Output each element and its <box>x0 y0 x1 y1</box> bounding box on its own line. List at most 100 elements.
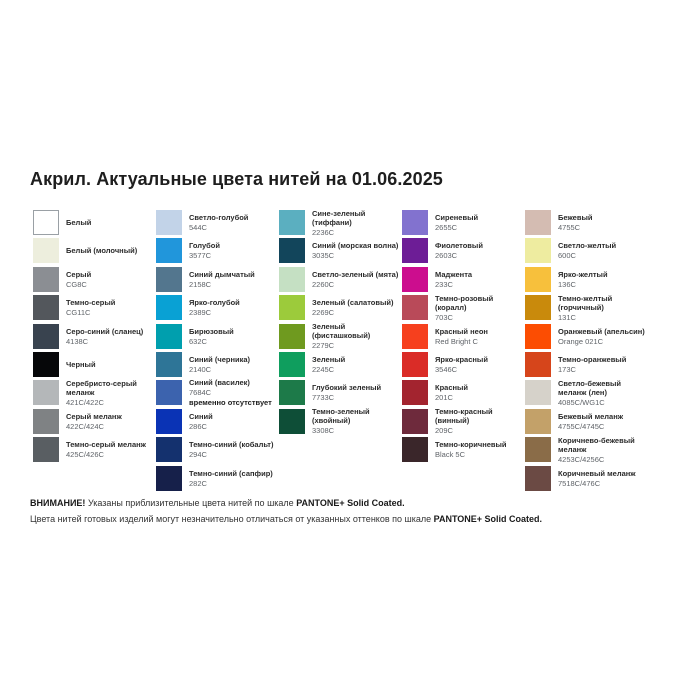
swatch-labels: Серебристо-серый меланж 421C/422C <box>66 379 156 407</box>
swatch-row: Светло-голубой 544C <box>156 210 279 235</box>
swatch-row: Темно-розовый (коралл) 703C <box>402 293 525 322</box>
color-swatch <box>156 437 182 463</box>
pantone-code: 2140C <box>189 364 212 374</box>
swatch-row: Серо-синий (сланец) 4138C <box>33 323 156 349</box>
pantone-code: 600C <box>558 251 576 261</box>
swatch-row: Темно-синий (кобальт) 294C <box>156 437 279 463</box>
swatch-labels: Светло-желтый 600C <box>558 241 648 260</box>
pantone-code: 201C <box>435 393 453 403</box>
color-name: Бирюзовый <box>189 326 234 336</box>
color-swatch <box>279 408 305 434</box>
color-name: Светло-голубой <box>189 213 249 222</box>
color-swatch <box>279 295 305 321</box>
color-swatch <box>279 351 305 377</box>
color-name: Синий (василек) <box>189 378 250 388</box>
swatch-row: Серый CG8C <box>33 266 156 292</box>
swatch-row: Сине-зеленый (тиффани) 2236C <box>279 209 402 237</box>
swatch-row: Серебристо-серый меланж 421C/422C <box>33 379 156 407</box>
swatch-labels: Синий дымчатый 2158C <box>189 270 279 289</box>
color-name: Темно-желтый (горчичный) <box>558 293 613 312</box>
color-swatch <box>402 380 428 406</box>
pantone-code: 131C <box>558 312 576 322</box>
color-swatch <box>156 465 182 491</box>
swatch-labels: Светло-бежевый меланж (лен) 4085C/WG1C <box>558 379 648 407</box>
color-name: Темно-розовый (коралл) <box>435 293 494 312</box>
pantone-code: Red Bright C <box>435 336 478 346</box>
swatch-labels: Серо-синий (сланец) 4138C <box>66 327 156 346</box>
swatch-row: Бежевый 4755C <box>525 210 648 235</box>
swatch-labels: Темно-серый CG11C <box>66 298 156 317</box>
swatch-labels: Синий (черника) 2140C <box>189 355 279 374</box>
color-swatch <box>33 210 59 235</box>
pantone-code: CG11C <box>66 308 91 318</box>
pantone-code: 3546C <box>435 364 458 374</box>
pantone-code: 209C <box>435 426 453 436</box>
pantone-label-2: PANTONE+ Solid Coated. <box>433 513 543 524</box>
color-name: Оранжевый (апельсин) <box>558 326 645 336</box>
swatch-row: Светло-зеленый (мята) 2260C <box>279 266 402 292</box>
color-swatch <box>33 266 59 292</box>
swatch-row: Синий (черника) 2140C <box>156 351 279 377</box>
swatch-labels: Серый CG8C <box>66 270 156 289</box>
swatch-row: Синий (морская волна) 3035C <box>279 238 402 264</box>
color-name: Темно-серый меланж <box>66 440 146 450</box>
swatch-labels: Темно-коричневый Black 5C <box>435 440 525 459</box>
swatch-row: Темно-синий (сапфир) 282C <box>156 465 279 491</box>
swatch-row: Коричневый меланж 7518C/476C <box>525 465 648 491</box>
swatch-column-5: Бежевый 4755C Светло-желтый 600C Ярко-желтый… <box>525 210 648 491</box>
color-swatch <box>33 351 59 377</box>
color-name: Сине-зеленый (тиффани) <box>312 208 366 227</box>
swatch-column-3: Сине-зеленый (тиффани) 2236C Синий (морска… <box>279 209 402 491</box>
color-name: Темно-зеленый (хвойный) <box>312 407 370 426</box>
swatch-labels: Бежевый 4755C <box>558 213 648 232</box>
swatch-row: Темно-коричневый Black 5C <box>402 437 525 463</box>
pantone-code: 4085C/WG1C <box>558 397 605 407</box>
swatch-row: Темно-серый меланж 425C/426C <box>33 437 156 463</box>
color-name: Синий дымчатый <box>189 269 255 279</box>
swatch-labels: Голубой 3577C <box>189 241 279 260</box>
color-swatch <box>279 238 305 264</box>
swatch-labels: Ярко-красный 3546C <box>435 355 525 374</box>
swatch-row: Красный неон Red Bright C <box>402 323 525 349</box>
color-swatch <box>156 238 182 264</box>
pantone-code: 4755C/4745C <box>558 421 605 431</box>
color-name: Бежевый <box>558 213 593 222</box>
color-name: Голубой <box>189 241 220 251</box>
swatch-row: Бежевый меланж 4755C/4745C <box>525 408 648 434</box>
pantone-code: 2655C <box>435 223 458 232</box>
color-name: Коричневый меланж <box>558 468 636 478</box>
footer-line-1-text: Указаны приблизительные цвета нитей по ш… <box>85 498 297 508</box>
swatch-labels: Зеленый (салатовый) 2269C <box>312 298 402 317</box>
color-name: Глубокий зеленый <box>312 383 382 393</box>
swatch-labels: Глубокий зеленый 7733C <box>312 383 402 402</box>
color-swatch <box>156 323 182 349</box>
footer-note: ВНИМАНИЕ! Указаны приблизительные цвета … <box>30 496 675 527</box>
page-title: Акрил. Актуальные цвета нитей на 01.06.2… <box>30 169 443 189</box>
swatch-labels: Коричневый меланж 7518C/476C <box>558 469 648 488</box>
pantone-code: 2236C <box>312 227 335 237</box>
swatch-row: Серый меланж 422C/424C <box>33 408 156 434</box>
swatch-row: Оранжевый (апельсин) Orange 021C <box>525 323 648 349</box>
color-swatch <box>525 351 551 377</box>
color-name: Коричнево-бежевый меланж <box>558 435 635 454</box>
color-swatch <box>402 266 428 292</box>
swatch-column-1: Белый Белый (молочный) Серый CG8C Темно-серы… <box>33 210 156 491</box>
pantone-code: 7684C <box>189 388 212 398</box>
swatch-labels: Красный неон Red Bright C <box>435 327 525 346</box>
pantone-label-1: PANTONE+ Solid Coated. <box>296 498 405 508</box>
color-swatch <box>156 408 182 434</box>
color-name: Темно-серый <box>66 298 116 308</box>
swatch-labels: Темно-синий (сапфир) 282C <box>189 469 279 488</box>
swatch-labels: Фиолетовый 2603C <box>435 241 525 260</box>
color-swatch <box>402 323 428 349</box>
swatch-labels: Черный <box>66 360 156 369</box>
swatch-labels: Сине-зеленый (тиффани) 2236C <box>312 209 402 237</box>
swatch-labels: Темно-серый меланж 425C/426C <box>66 440 156 459</box>
color-swatch <box>156 295 182 321</box>
color-name: Черный <box>66 359 96 369</box>
footer-line-1: ВНИМАНИЕ! Указаны приблизительные цвета … <box>30 496 675 512</box>
pantone-code: 632C <box>189 336 207 346</box>
pantone-code: 2260C <box>312 279 335 289</box>
color-swatch <box>156 210 182 235</box>
color-swatch <box>525 266 551 292</box>
